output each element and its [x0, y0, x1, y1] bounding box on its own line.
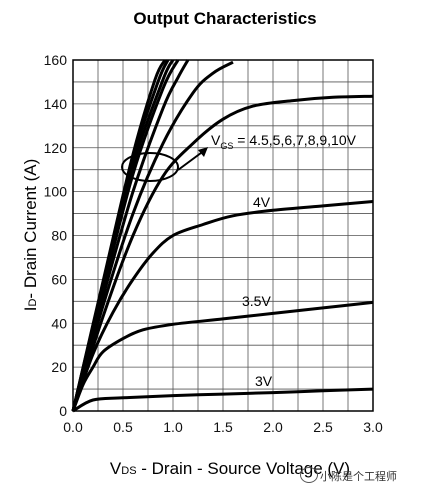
- vgs-arrow-line: [177, 149, 206, 171]
- curve-vgs-10v: [71, 59, 167, 412]
- x-tick-label: 1.5: [213, 419, 233, 435]
- x-axis-label-rest: - Drain - Source Voltage (V): [137, 459, 351, 478]
- tick-labels: 0.0 0.5 1.0 1.5 2.0 2.5 3.0 0 20 40 60 80 100 120 140 1…: [44, 52, 383, 435]
- label-3-5v: 3.5V: [242, 293, 271, 309]
- x-axis-label-main: V: [110, 459, 122, 478]
- y-tick-label: 120: [44, 140, 68, 156]
- x-axis-label-sub: DS: [121, 465, 136, 477]
- vgs-main: V: [211, 132, 221, 148]
- x-tick-label: 1.0: [163, 419, 183, 435]
- y-axis-label-sub: D: [27, 299, 39, 307]
- y-tick-label: 100: [44, 184, 68, 200]
- curve-vgs-4-5v: [71, 94, 374, 412]
- watermark-text: 小陈是个工程师: [320, 470, 397, 483]
- x-tick-label: 0.0: [63, 419, 83, 435]
- x-tick-label: 0.5: [113, 419, 133, 435]
- x-tick-label: 2.0: [263, 419, 283, 435]
- y-tick-label: 0: [59, 403, 67, 419]
- vgs-group-ellipse: [121, 152, 179, 182]
- y-tick-label: 20: [51, 359, 67, 375]
- vgs-arrowhead: [198, 147, 208, 157]
- y-tick-label: 160: [44, 52, 68, 68]
- label-4v: 4V: [253, 194, 271, 210]
- y-axis-label-main: I: [21, 307, 40, 312]
- vgs-sub: GS: [220, 141, 233, 151]
- vgs-annotation: VGS = 4.5,5,6,7,8,9,10V: [211, 132, 357, 151]
- vgs-values: = 4.5,5,6,7,8,9,10V: [233, 132, 356, 148]
- y-tick-label: 40: [51, 315, 67, 331]
- x-tick-label: 3.0: [363, 419, 383, 435]
- y-axis-label: ID- Drain Current (A): [21, 159, 40, 312]
- x-axis-label: VDS - Drain - Source Voltage (V): [110, 459, 350, 478]
- series-curves: [71, 59, 374, 413]
- plot-frame: [72, 59, 374, 412]
- label-3v: 3V: [255, 373, 273, 389]
- curve-vgs-5v: [71, 60, 234, 412]
- y-tick-label: 60: [51, 271, 67, 287]
- watermark-icon: [300, 467, 318, 483]
- y-tick-label: 80: [51, 228, 67, 244]
- curve-vgs-3-5v: [71, 300, 374, 412]
- y-tick-label: 140: [44, 96, 68, 112]
- x-tick-label: 2.5: [313, 419, 333, 435]
- curve-vgs-3v: [72, 387, 374, 413]
- curve-vgs-4v: [71, 200, 374, 412]
- y-axis-label-rest: - Drain Current (A): [21, 159, 40, 299]
- chart-title: Output Characteristics: [133, 9, 316, 28]
